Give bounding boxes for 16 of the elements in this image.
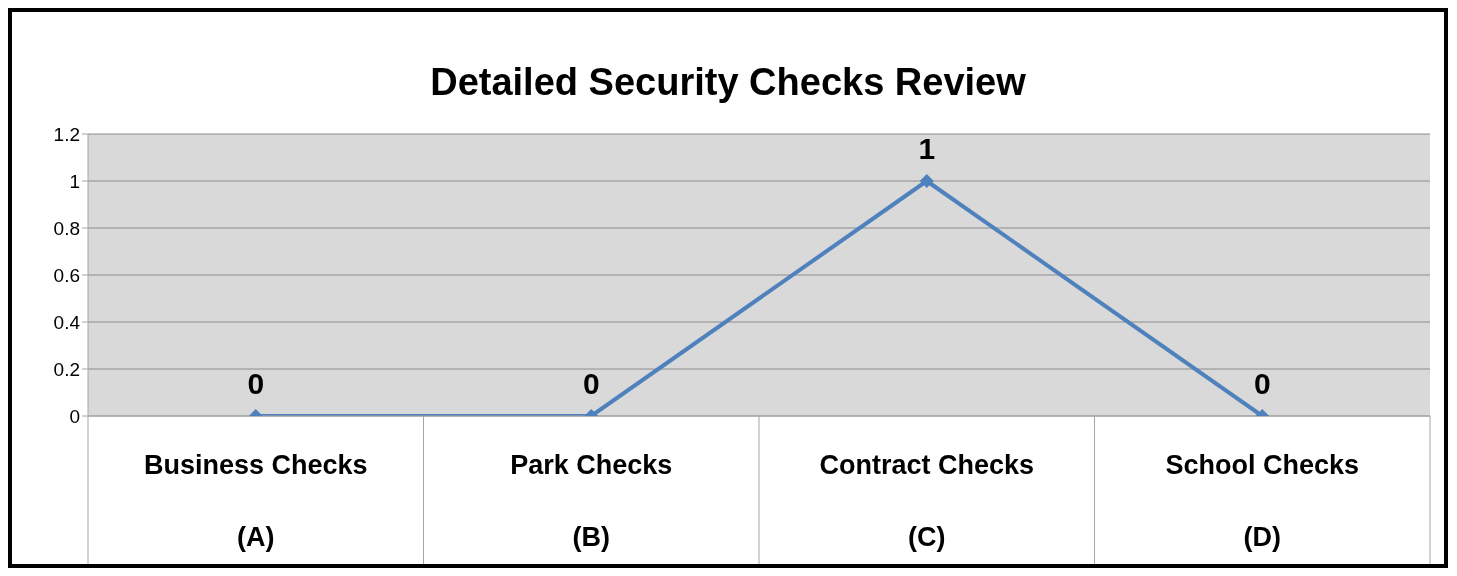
chart-title: Detailed Security Checks Review [429, 60, 1027, 104]
data-label: 0 [1253, 367, 1271, 400]
category-label: Business Checks (A) [143, 450, 368, 552]
category-label: Park Checks (B) [510, 450, 673, 552]
y-tick-label: 1.2 [53, 123, 80, 145]
category-label: Contract Checks (C) [819, 450, 1035, 552]
y-tick-label: 1 [69, 170, 80, 192]
y-tick-label: 0 [69, 405, 80, 427]
y-tick-label: 0.2 [53, 358, 80, 380]
data-label: 1 [918, 132, 936, 165]
y-tick-label: 0.4 [53, 311, 81, 333]
data-label: 0 [247, 367, 265, 400]
y-tick-label: 0.6 [53, 264, 80, 286]
data-label: 0 [582, 367, 600, 400]
y-tick-label: 0.8 [53, 217, 80, 239]
category-label: School Checks (D) [1165, 450, 1360, 552]
